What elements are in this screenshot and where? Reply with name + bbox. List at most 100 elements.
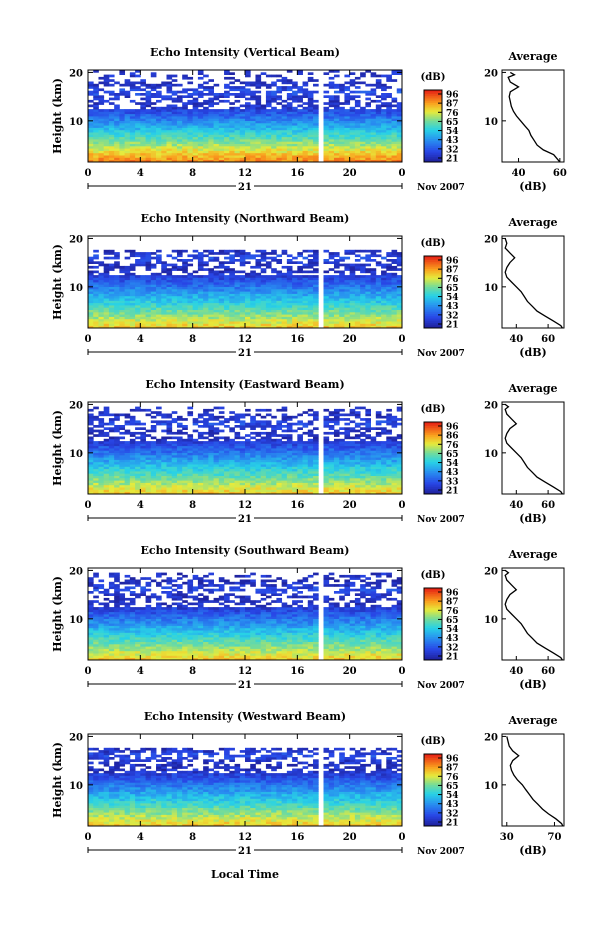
heatmap-cell [108, 256, 115, 260]
heatmap-cell [88, 86, 94, 89]
heatmap-cell [271, 268, 277, 271]
heatmap-cell [93, 120, 99, 124]
heatmap-cell [260, 275, 267, 278]
heatmap-cell [98, 261, 105, 264]
heatmap-cell [229, 325, 235, 329]
heatmap-cell [396, 298, 403, 301]
heatmap-cell [260, 143, 267, 147]
heatmap-cell [286, 427, 293, 430]
heatmap-cell [197, 318, 204, 322]
heatmap-cell [375, 150, 382, 154]
heatmap-cell [313, 159, 319, 163]
heatmap-cell [292, 277, 298, 281]
heatmap-cell [150, 445, 157, 449]
heatmap-cell [245, 438, 251, 442]
heatmap-cell [255, 111, 262, 115]
heatmap-cell [245, 307, 251, 310]
heatmap-cell [250, 293, 256, 297]
heatmap-cell [328, 311, 335, 315]
heatmap-cell [255, 480, 262, 483]
heatmap-cell [234, 316, 241, 320]
heatmap-cell [250, 129, 256, 133]
colorbar-segment [424, 261, 442, 264]
heatmap-cell [255, 95, 262, 98]
heatmap-cell [344, 265, 351, 269]
heatmap-cell [114, 482, 120, 486]
heatmap-cell [229, 261, 235, 264]
heatmap-cell [114, 448, 120, 451]
heatmap-cell [271, 434, 277, 437]
heatmap-cell [333, 111, 340, 115]
heatmap-cell [103, 145, 110, 149]
heatmap-cell [281, 321, 288, 324]
heatmap-cell [93, 491, 99, 495]
heatmap-cell [135, 302, 141, 306]
heatmap-cell [114, 314, 120, 317]
heatmap-cell [360, 109, 366, 112]
heatmap-cell [396, 116, 403, 119]
heatmap-cell [224, 475, 230, 479]
heatmap-cell [339, 272, 345, 276]
heatmap-cell [213, 143, 220, 147]
heatmap-cell [93, 323, 99, 327]
heatmap-cell [140, 293, 146, 297]
heatmap-cell [365, 282, 371, 285]
heatmap-cell [260, 104, 267, 108]
heatmap-cell [166, 95, 173, 98]
heatmap-cell [276, 116, 283, 119]
heatmap-cell [307, 139, 314, 142]
heatmap-cell [276, 427, 283, 430]
heatmap-cell [224, 489, 230, 493]
heatmap-cell [114, 473, 120, 476]
heatmap-cell [161, 116, 167, 119]
heatmap-cell [276, 291, 283, 294]
heatmap-cell [156, 480, 162, 483]
heatmap-cell [161, 263, 167, 267]
heatmap-cell [140, 120, 146, 124]
heatmap-cell [286, 120, 293, 124]
heatmap-cell [93, 452, 99, 456]
heatmap-cell [265, 475, 272, 479]
heatmap-cell [124, 302, 131, 306]
heatmap-cell [114, 459, 120, 463]
heatmap-cell [229, 454, 235, 458]
heatmap-cell [166, 139, 173, 142]
heatmap-cell [203, 284, 209, 287]
heatmap-cell [375, 99, 382, 103]
heatmap-cell [396, 150, 403, 154]
heatmap-cell [150, 471, 157, 474]
heatmap-cell [171, 480, 178, 483]
heatmap-cell [129, 480, 136, 483]
heatmap-cell [197, 159, 204, 163]
heatmap-cell [333, 125, 340, 128]
heatmap-cell [176, 136, 183, 140]
heatmap-cell [93, 132, 99, 135]
heatmap-cell [365, 323, 371, 327]
heatmap-cell [145, 311, 152, 315]
heatmap-cell [255, 413, 262, 417]
heatmap-cell [192, 314, 199, 317]
heatmap-cell [103, 408, 110, 412]
heatmap-cell [103, 300, 110, 304]
heatmap-cell [302, 127, 309, 131]
heatmap-cell [124, 79, 131, 82]
heatmap-cell [213, 298, 220, 301]
heatmap-cell [140, 81, 146, 85]
heatmap-cell [145, 323, 152, 327]
heatmap-cell [271, 259, 277, 262]
heatmap-cell [135, 471, 141, 474]
heatmap-cell [119, 125, 126, 128]
heatmap-cell [234, 125, 241, 128]
heatmap-cell [255, 487, 262, 490]
heatmap-cell [297, 298, 303, 301]
heatmap-cell [98, 325, 105, 329]
heatmap-cell [292, 275, 298, 278]
heatmap-cell [265, 445, 272, 449]
heatmap-cell [145, 93, 152, 96]
heatmap-cell [135, 159, 141, 163]
heatmap-cell [192, 473, 199, 476]
heatmap-cell [381, 111, 387, 115]
heatmap-cell [224, 480, 230, 483]
heatmap-cell [370, 252, 377, 255]
heatmap-cell [365, 279, 371, 283]
